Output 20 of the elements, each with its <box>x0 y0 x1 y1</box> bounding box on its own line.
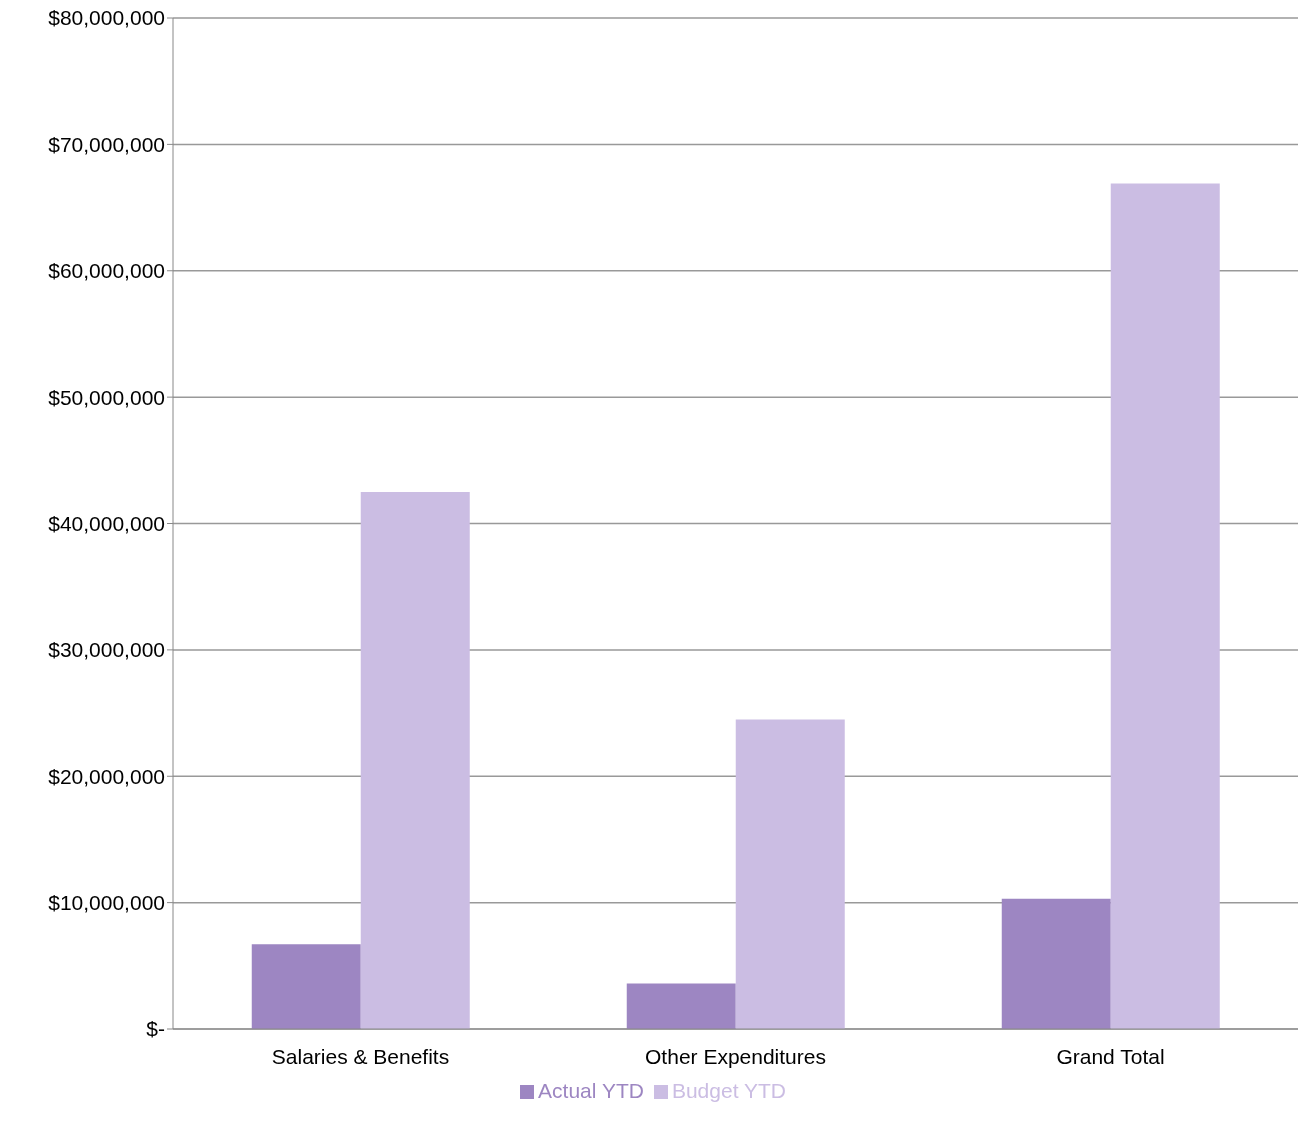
x-tick-label: Salaries & Benefits <box>271 1044 450 1068</box>
y-tick-label: $10,000,000 <box>48 891 165 915</box>
bar <box>626 983 736 1029</box>
x-tick-label: Grand Total <box>1056 1044 1165 1068</box>
legend-label: Actual YTD <box>538 1079 644 1102</box>
bar <box>1110 183 1220 1029</box>
y-tick-label: $- <box>146 1017 165 1041</box>
y-tick-label: $30,000,000 <box>48 638 165 662</box>
y-tick-label: $20,000,000 <box>48 764 165 788</box>
x-tick-label: Other Expenditures <box>645 1044 826 1068</box>
bar <box>251 944 361 1029</box>
bar <box>1001 898 1111 1029</box>
y-tick-label: $70,000,000 <box>48 132 165 156</box>
y-tick-label: $50,000,000 <box>48 385 165 409</box>
y-tick-label: $80,000,000 <box>48 6 165 30</box>
bar <box>735 719 845 1029</box>
y-tick-label: $40,000,000 <box>48 511 165 535</box>
legend-label: Budget YTD <box>671 1079 786 1102</box>
bar <box>360 491 470 1029</box>
y-tick-label: $60,000,000 <box>48 259 165 283</box>
